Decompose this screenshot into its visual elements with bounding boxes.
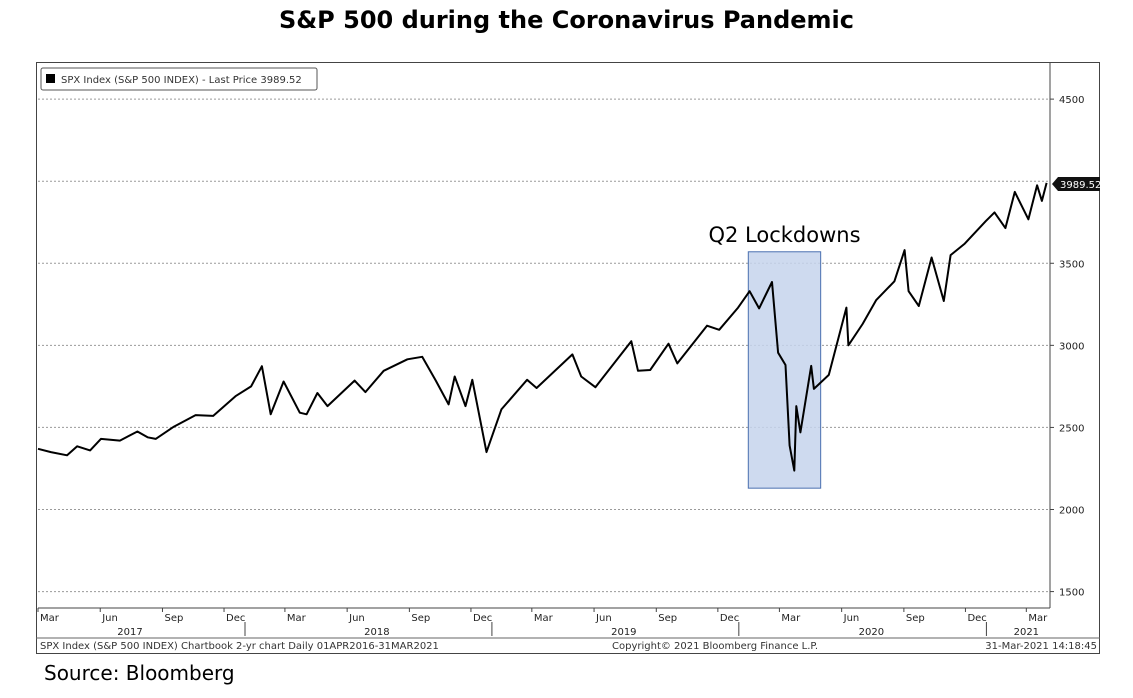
y-tick-2500: 2500 [1059,423,1084,434]
last-price-tag: 3989.52 [1052,177,1101,191]
legend-label: SPX Index (S&P 500 INDEX) - Last Price 3… [61,75,302,86]
x-tick-16: Mar [1028,613,1048,624]
footer-left: SPX Index (S&P 500 INDEX) Chartbook 2-yr… [40,641,439,652]
grid-lines [38,98,1050,593]
x-tick-5: Jun [348,613,365,624]
last-price-label: 3989.52 [1060,180,1101,191]
source-note: Source: Bloomberg [44,661,235,685]
y-tick-3000: 3000 [1059,341,1084,352]
x-tick-13: Jun [843,613,860,624]
x-tick-4: Mar [287,613,307,624]
chart-title: S&P 500 during the Coronavirus Pandemic [278,6,855,34]
x-tick-1: Jun [101,613,118,624]
q2-lockdowns-label: Q2 Lockdowns [708,223,860,247]
x-tick-6: Sep [411,613,430,624]
y-axis: 1500 2000 2500 3000 3500 4500 [1049,63,1084,608]
x-tick-7: Dec [473,613,492,624]
q2-lockdowns-highlight [747,251,822,489]
x-tick-14: Sep [906,613,925,624]
year-label-2017: 2017 [117,627,142,638]
legend: SPX Index (S&P 500 INDEX) - Last Price 3… [40,67,318,91]
x-tick-3: Dec [226,613,245,624]
x-tick-12: Mar [781,613,801,624]
footer-center: Copyright© 2021 Bloomberg Finance L.P. [612,641,818,652]
y-tick-2000: 2000 [1059,506,1084,517]
year-label-2019: 2019 [611,627,636,638]
y-tick-1500: 1500 [1059,588,1084,599]
footer-right: 31-Mar-2021 14:18:45 [985,641,1097,652]
year-label-2020: 2020 [859,627,884,638]
x-tick-11: Dec [720,613,739,624]
year-label-2018: 2018 [364,627,389,638]
x-axis: Mar Jun Sep Dec Mar Jun Sep Dec Mar Jun Sep Dec Mar J… [37,607,1050,638]
y-tick-3500: 3500 [1059,259,1084,270]
sp500-price-line [37,182,1048,472]
x-tick-0: Mar [40,613,60,624]
legend-swatch [46,74,55,83]
x-tick-8: Mar [534,613,554,624]
x-tick-2: Sep [164,613,183,624]
x-tick-15: Dec [967,613,986,624]
x-tick-9: Jun [595,613,612,624]
x-tick-10: Sep [658,613,677,624]
year-label-2021: 2021 [1014,627,1039,638]
y-tick-4500: 4500 [1059,95,1084,106]
